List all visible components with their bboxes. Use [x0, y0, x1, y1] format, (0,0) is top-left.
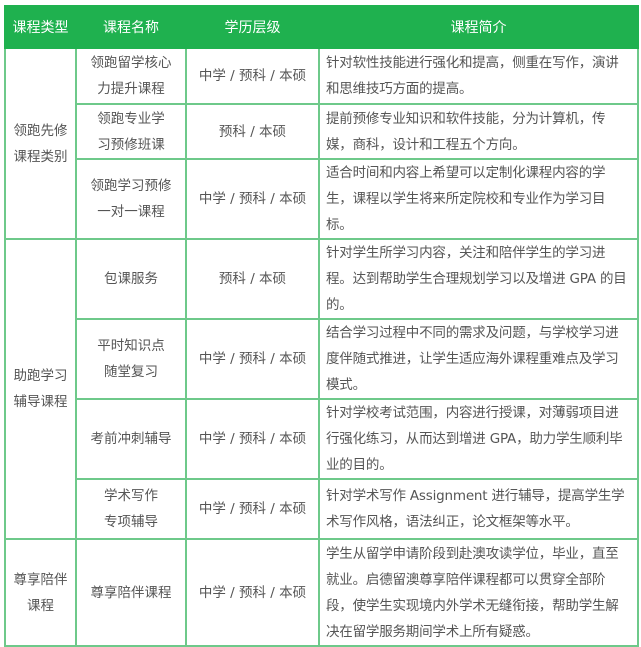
table-row: 领跑专业学 习预修班课 预科 / 本硕 提前预修专业知识和软件技能，分为计算机，传媒…: [5, 103, 639, 160]
course-level: 预科 / 本硕: [185, 238, 320, 320]
course-desc: 针对学术写作 Assignment 进行辅导，提高学生学术写作风格，语法纠正，论…: [318, 478, 639, 540]
header-level: 学历层级: [185, 5, 320, 49]
course-type: 助跑学习 辅导课程: [4, 238, 77, 540]
course-desc: 适合时间和内容上希望可以定制化课程内容的学生，课程以学生将来所定院校和专业作为学…: [318, 158, 639, 240]
table-row: 考前冲刺辅导 中学 / 预科 / 本硕 针对学校考试范围，内容进行授课，对薄弱项目进…: [5, 398, 639, 480]
course-name: 尊享陪伴课程: [75, 538, 187, 647]
table-row: 领跑学习预修 一对一课程 中学 / 预科 / 本硕 适合时间和内容上希望可以定制化课…: [5, 158, 639, 240]
course-desc: 针对学校考试范围，内容进行授课，对薄弱项目进行强化练习，从而达到增进 GPA，助…: [318, 398, 639, 480]
course-name: 包课服务: [75, 238, 187, 320]
course-table: 课程类型 课程名称 学历层级 课程简介 领跑先修 课程类别 领跑留学核心 力提升课…: [4, 5, 639, 647]
table-row: 领跑先修 课程类别 领跑留学核心 力提升课程 中学 / 预科 / 本硕 针对软性技能进…: [4, 47, 639, 240]
header-type: 课程类型: [4, 5, 77, 49]
course-level: 中学 / 预科 / 本硕: [185, 478, 320, 540]
course-level: 中学 / 预科 / 本硕: [185, 538, 320, 647]
course-level: 中学 / 预科 / 本硕: [185, 47, 320, 105]
course-desc: 针对软性技能进行强化和提高，侧重在写作，演讲和思维技巧方面的提高。: [318, 47, 639, 105]
course-type: 尊享陪伴 课程: [4, 538, 77, 647]
course-level: 中学 / 预科 / 本硕: [185, 318, 320, 400]
course-name: 领跑学习预修 一对一课程: [75, 158, 187, 240]
course-desc: 结合学习过程中不同的需求及问题，与学校学习进度伴随式推进，让学生适应海外课程重难…: [318, 318, 639, 400]
course-name: 平时知识点 随堂复习: [75, 318, 187, 400]
header-name: 课程名称: [75, 5, 187, 49]
header-row: 课程类型 课程名称 学历层级 课程简介: [4, 5, 639, 49]
course-desc: 针对学生所学习内容，关注和陪伴学生的学习进程。达到帮助学生合理规划学习以及增进 …: [318, 238, 639, 320]
table-row: 助跑学习 辅导课程 包课服务 预科 / 本硕 针对学生所学习内容，关注和陪伴学生的学习…: [4, 238, 639, 540]
course-name: 考前冲刺辅导: [75, 398, 187, 480]
course-name: 领跑留学核心 力提升课程: [75, 47, 187, 105]
course-name: 领跑专业学 习预修班课: [75, 103, 187, 160]
header-desc: 课程简介: [318, 5, 639, 49]
table-row: 学术写作 专项辅导 中学 / 预科 / 本硕 针对学术写作 Assignment 进…: [5, 478, 639, 540]
course-level: 中学 / 预科 / 本硕: [185, 158, 320, 240]
course-desc: 提前预修专业知识和软件技能，分为计算机，传媒，商科，设计和工程五个方向。: [318, 103, 639, 160]
course-type: 领跑先修 课程类别: [4, 47, 77, 240]
course-desc: 学生从留学申请阶段到赴澳攻读学位，毕业，直至就业。启德留澳尊享陪伴课程都可以贯穿…: [318, 538, 639, 647]
course-level: 中学 / 预科 / 本硕: [185, 398, 320, 480]
course-level: 预科 / 本硕: [185, 103, 320, 160]
course-name: 学术写作 专项辅导: [75, 478, 187, 540]
table-row: 平时知识点 随堂复习 中学 / 预科 / 本硕 结合学习过程中不同的需求及问题，与学…: [5, 318, 639, 400]
table-row: 尊享陪伴 课程 尊享陪伴课程 中学 / 预科 / 本硕 学生从留学申请阶段到赴澳攻读学…: [4, 538, 639, 647]
